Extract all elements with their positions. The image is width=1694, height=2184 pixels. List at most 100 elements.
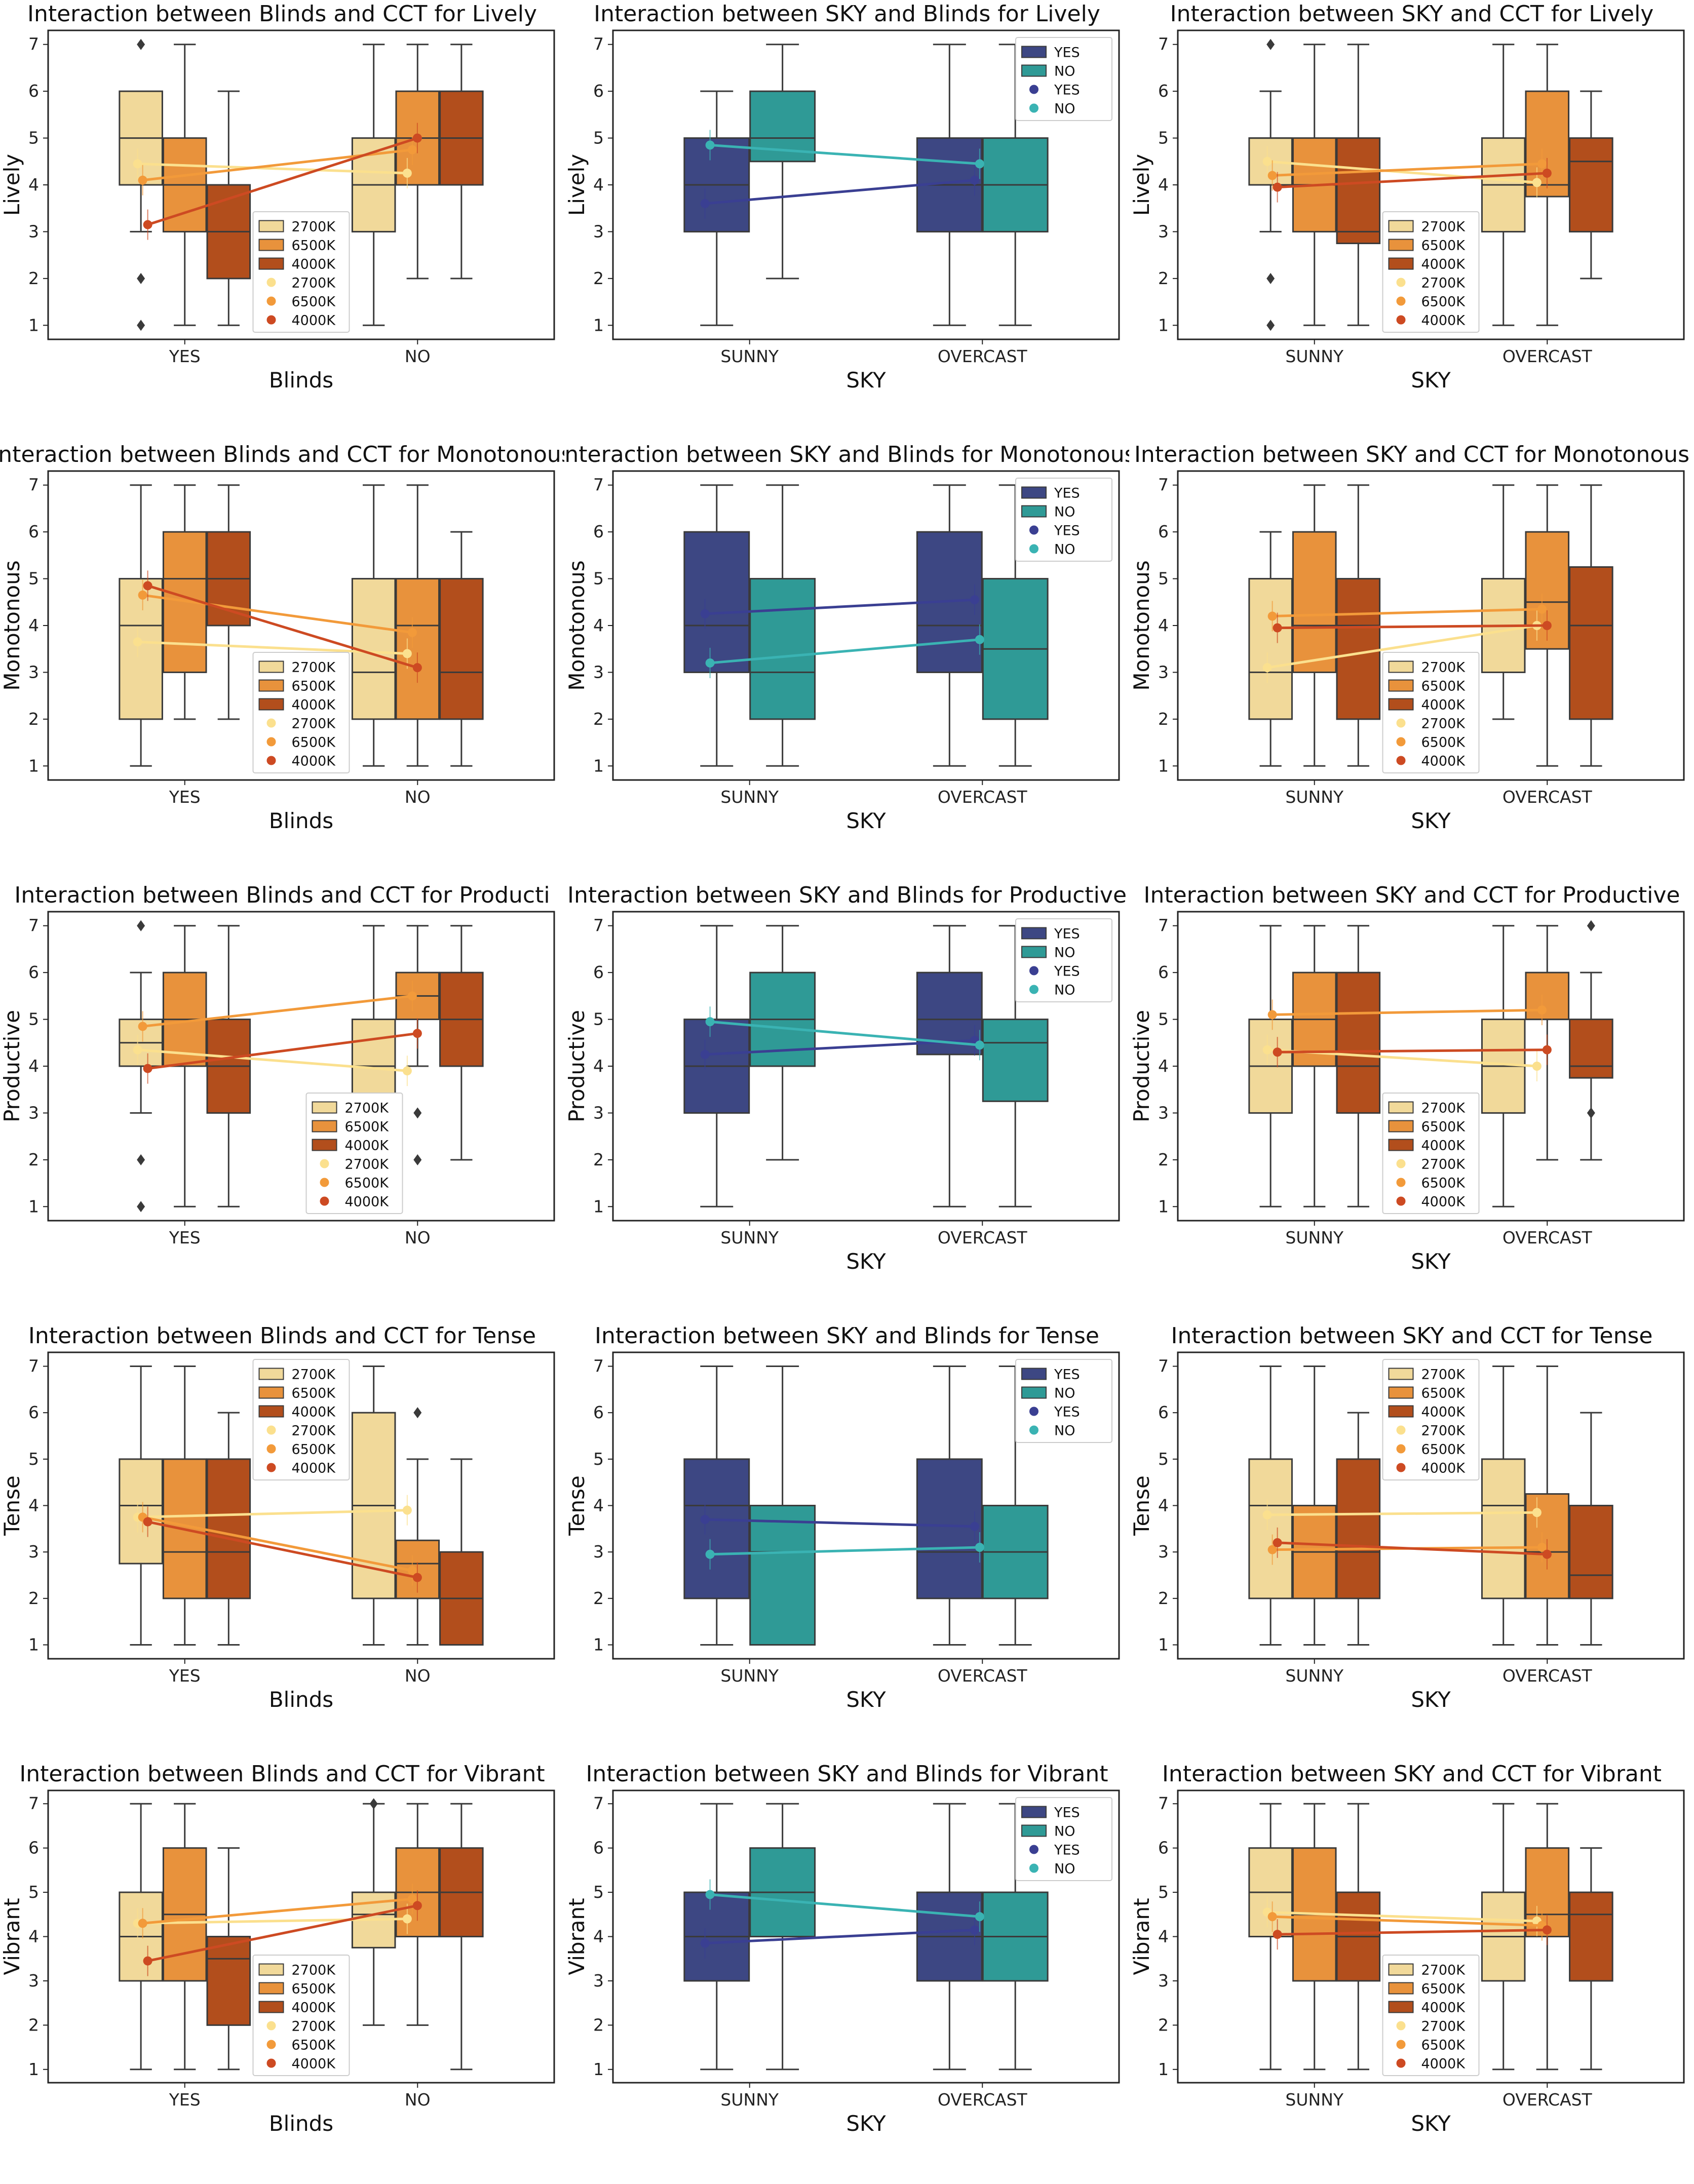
legend-label: 4000K <box>1421 1461 1466 1476</box>
legend-swatch-point <box>1029 966 1038 976</box>
legend-label: 4000K <box>292 697 336 713</box>
legend-swatch-box <box>1388 679 1414 692</box>
legend-label: 4000K <box>292 1461 336 1476</box>
legend-swatch-box <box>1388 239 1414 251</box>
outlier-point <box>1266 38 1275 50</box>
legend: 2700K 6500K 4000K 2700K 6500K 4000K <box>1382 1955 1480 2076</box>
y-tick-label: 1 <box>28 315 39 335</box>
mean-point <box>1267 1010 1277 1020</box>
legend-label: 4000K <box>1421 1138 1466 1154</box>
y-axis-label: Vibrant <box>1130 1898 1154 1975</box>
mean-line <box>1272 162 1542 177</box>
y-tick-label: 6 <box>593 81 604 101</box>
mean-point <box>975 159 984 169</box>
y-tick-label: 1 <box>1158 1635 1169 1655</box>
legend-label: 4000K <box>345 1194 390 1210</box>
mean-line <box>1267 1910 1537 1923</box>
mean-point <box>1262 1045 1272 1055</box>
box <box>119 1458 163 1565</box>
legend: 2700K 6500K 4000K 2700K 6500K 4000K <box>1382 211 1480 333</box>
x-tick-label: OVERCAST <box>1503 2090 1593 2110</box>
x-tick-label: OVERCAST <box>938 1228 1028 1247</box>
mean-line <box>147 1032 418 1070</box>
legend-label: 2700K <box>292 1367 336 1383</box>
legend-swatch-box <box>1388 257 1414 270</box>
mean-line <box>1277 1928 1547 1936</box>
y-tick-label: 6 <box>593 1838 604 1858</box>
legend-label: YES <box>1054 83 1080 98</box>
mean-point <box>143 581 152 591</box>
x-tick-label: YES <box>169 1228 201 1247</box>
chart-panel: Interaction between SKY and CCT for Mono… <box>1130 442 1689 833</box>
mean-point <box>407 1894 417 1904</box>
mean-point <box>407 145 417 154</box>
mean-point <box>970 1522 979 1531</box>
mean-point <box>1262 157 1272 166</box>
box <box>1525 971 1570 1021</box>
legend-label: 6500K <box>345 1176 390 1191</box>
y-tick-label: 1 <box>1158 2059 1169 2079</box>
legend-label: 2700K <box>292 219 336 235</box>
outlier-point <box>1587 920 1595 931</box>
chart-panel: Interaction between SKY and Blinds for V… <box>565 1761 1120 2136</box>
y-tick-label: 6 <box>593 1402 604 1422</box>
x-axis-label: SKY <box>846 1687 886 1712</box>
legend-swatch-box <box>1021 486 1047 499</box>
y-tick-label: 2 <box>28 268 39 288</box>
legend-label: 4000K <box>292 2056 336 2072</box>
y-tick-label: 3 <box>593 221 604 241</box>
x-tick-label: SUNNY <box>1285 1666 1343 1686</box>
legend-label: 4000K <box>292 257 336 272</box>
x-tick-label: YES <box>169 1666 201 1686</box>
legend-swatch-box <box>1388 1120 1414 1133</box>
legend-label: YES <box>1054 1405 1080 1420</box>
outlier-point <box>137 38 145 50</box>
legend-swatch-box <box>1388 1368 1414 1380</box>
legend: 2700K 6500K 4000K 2700K 6500K 4000K <box>1382 652 1480 773</box>
legend-swatch-point <box>266 1463 276 1472</box>
x-axis-label: SKY <box>1411 2111 1451 2136</box>
box <box>1292 531 1337 673</box>
mean-line <box>1277 624 1547 630</box>
legend-label: 4000K <box>1421 1194 1466 1210</box>
box <box>1336 578 1381 720</box>
x-axis-label: Blinds <box>269 1687 333 1712</box>
legend-label: 2700K <box>292 660 336 676</box>
y-tick-label: 4 <box>28 615 39 635</box>
y-tick-label: 1 <box>28 756 39 775</box>
legend-label: 6500K <box>1421 2038 1466 2053</box>
legend-label: 6500K <box>1421 1176 1466 1191</box>
x-tick-label: OVERCAST <box>938 787 1028 807</box>
mean-point <box>975 635 984 644</box>
legend-label: 2700K <box>1421 1367 1466 1383</box>
y-tick-label: 5 <box>28 1009 39 1029</box>
mean-point <box>412 1573 422 1582</box>
legend-label: 2700K <box>292 1963 336 1978</box>
legend-label: 6500K <box>345 1119 390 1135</box>
legend-label: 4000K <box>292 2000 336 2016</box>
y-tick-label: 1 <box>593 315 604 335</box>
y-tick-label: 2 <box>593 2015 604 2035</box>
y-tick-label: 6 <box>1158 81 1169 101</box>
box <box>683 1458 750 1600</box>
legend-label: YES <box>1054 1805 1080 1821</box>
legend-label: 2700K <box>345 1157 390 1173</box>
mean-point <box>1267 611 1277 621</box>
y-tick-label: 2 <box>593 268 604 288</box>
mean-point <box>1267 1545 1277 1554</box>
mean-point <box>975 1543 984 1552</box>
y-tick-label: 5 <box>1158 569 1169 589</box>
box <box>749 578 816 720</box>
mean-point <box>705 1549 715 1559</box>
legend-label: 6500K <box>292 1981 336 1997</box>
legend-label: 2700K <box>345 1101 390 1116</box>
mean-line <box>1272 608 1542 618</box>
mean-point <box>138 590 147 600</box>
outlier-point <box>137 320 145 331</box>
legend-swatch-box <box>258 698 284 711</box>
legend-label: NO <box>1054 542 1075 558</box>
legend-frame <box>1015 478 1112 562</box>
x-tick-label: NO <box>405 1666 431 1686</box>
legend-swatch-box <box>258 239 284 251</box>
mean-point <box>143 1064 152 1073</box>
